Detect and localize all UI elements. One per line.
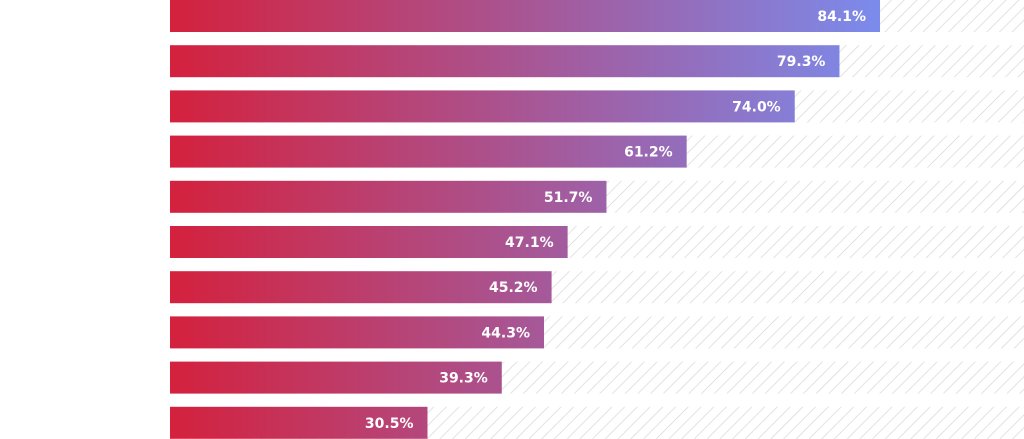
bar (170, 90, 795, 123)
bar (170, 316, 544, 349)
bar-value-label: 30.5% (365, 416, 414, 432)
bar (170, 45, 840, 78)
bar (170, 180, 607, 213)
bar (170, 0, 880, 32)
bar-value-label: 47.1% (505, 235, 554, 251)
bar-value-label: 39.3% (439, 371, 488, 387)
bar-value-label: 84.1% (817, 9, 866, 25)
bar-labels: 84.1% 79.3% 74.0% 61.2% 51.7% 47.1% 45.2% 44.3%… (365, 9, 866, 432)
bar-value-label: 45.2% (489, 280, 538, 296)
bar-value-label: 51.7% (544, 190, 593, 206)
bar (170, 135, 687, 168)
bars (170, 0, 880, 439)
bar-value-label: 44.3% (481, 325, 530, 341)
bar-value-label: 79.3% (777, 54, 826, 70)
bar-value-label: 74.0% (732, 99, 781, 115)
bar (170, 361, 502, 394)
bar-value-label: 61.2% (624, 145, 673, 161)
bar (170, 226, 568, 258)
bar (170, 271, 552, 304)
bar (170, 406, 428, 439)
